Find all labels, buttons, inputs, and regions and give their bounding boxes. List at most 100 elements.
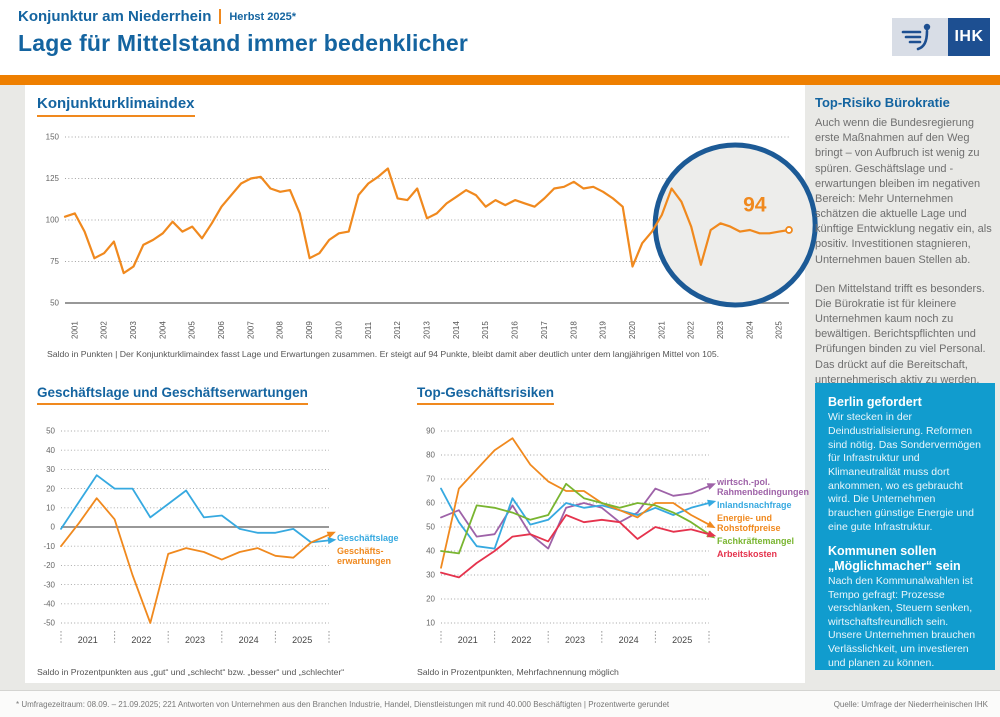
kicker-row: Konjunktur am Niederrhein Herbst 2025* — [18, 8, 296, 25]
svg-text:2010: 2010 — [334, 321, 343, 339]
svg-text:2024: 2024 — [239, 635, 259, 645]
svg-text:90: 90 — [426, 427, 435, 436]
ihk-logo-text: IHK — [948, 18, 990, 56]
svg-text:2022: 2022 — [687, 321, 696, 339]
svg-text:2021: 2021 — [458, 635, 478, 645]
svg-text:50: 50 — [426, 523, 435, 532]
svg-text:2023: 2023 — [185, 635, 205, 645]
lage-title: Geschäftslage und Geschäftserwartungen — [37, 385, 308, 405]
risiken-title: Top-Geschäftsrisiken — [417, 385, 555, 405]
accent-bar — [0, 75, 1000, 85]
sidebar-paragraph-1: Auch wenn die Bundesregierung erste Maßn… — [815, 117, 992, 266]
legend-item-inlandsnachfrage: Inlandsnachfrage — [717, 500, 792, 511]
sidebar-heading: Top-Risiko Bürokratie — [815, 95, 950, 110]
sidebar: Top-Risiko Bürokratie Auch wenn die Bund… — [815, 95, 995, 670]
svg-text:30: 30 — [46, 465, 55, 474]
svg-text:2004: 2004 — [158, 321, 167, 339]
klimaindex-caption: Saldo in Punkten | Der Konjunkturklimain… — [47, 349, 720, 359]
svg-text:2021: 2021 — [78, 635, 98, 645]
svg-text:20: 20 — [426, 595, 435, 604]
svg-text:2020: 2020 — [628, 321, 637, 339]
risiken-chart: 90 80 70 60 50 40 30 20 10 2021 2022 2023 2024 2025 — [426, 427, 717, 645]
page-title: Lage für Mittelstand immer bedenklicher — [18, 30, 469, 56]
risiken-chart-section: Top-Geschäftsrisiken 90 80 70 60 50 40 30 20 10 2… — [415, 385, 809, 681]
svg-text:2022: 2022 — [131, 635, 151, 645]
svg-text:40: 40 — [426, 547, 435, 556]
svg-text:125: 125 — [46, 174, 60, 183]
svg-text:-30: -30 — [43, 580, 55, 589]
svg-text:2007: 2007 — [246, 321, 255, 339]
svg-text:2019: 2019 — [599, 321, 608, 339]
winged-staff-icon — [901, 23, 931, 51]
svg-text:2014: 2014 — [452, 321, 461, 339]
svg-text:2017: 2017 — [540, 321, 549, 339]
legend-item-fachkraeftemangel: Fachkräftemangel — [717, 536, 795, 547]
risiken-legend: wirtsch.-pol. Rahmenbedingungen Inlandsn… — [717, 477, 809, 563]
svg-text:2003: 2003 — [129, 321, 138, 339]
legend-item-rahmenbedingungen: wirtsch.-pol. Rahmenbedingungen — [717, 477, 809, 498]
svg-text:2021: 2021 — [657, 321, 666, 339]
risiken-caption: Saldo in Prozentpunkten, Mehrfachnennung… — [417, 667, 619, 677]
svg-text:2025: 2025 — [672, 635, 692, 645]
svg-text:10: 10 — [426, 619, 435, 628]
svg-text:-20: -20 — [43, 561, 55, 570]
kicker-divider — [219, 9, 222, 24]
svg-text:75: 75 — [50, 257, 59, 266]
callout-box: Berlin gefordert Wir stecken in der Dein… — [815, 383, 995, 670]
svg-text:2024: 2024 — [619, 635, 639, 645]
lage-chart-section: Geschäftslage und Geschäftserwartungen 5… — [35, 385, 415, 681]
legend-item-energiepreise: Energie- und Rohstoffpreise — [717, 513, 781, 534]
svg-text:-40: -40 — [43, 600, 55, 609]
svg-text:2006: 2006 — [217, 321, 226, 339]
edition-label: Herbst 2025* — [229, 10, 297, 23]
svg-text:2008: 2008 — [276, 321, 285, 339]
svg-text:-10: -10 — [43, 542, 55, 551]
svg-text:10: 10 — [46, 504, 55, 513]
svg-text:50: 50 — [50, 299, 59, 308]
callout-text-kommunen: Nach den Kommunalwahlen ist Tempo gefrag… — [828, 574, 976, 669]
svg-text:2015: 2015 — [481, 321, 490, 339]
charts-panel: Konjunkturklimaindex 150 125 100 75 50 2001 20… — [25, 85, 818, 683]
legend-item-erwartungen: Geschäfts- erwartungen — [337, 546, 392, 567]
sidebar-paragraph-2: Den Mittelstand trifft es besonders. Die… — [815, 282, 986, 386]
footer: * Umfragezeitraum: 08.09. – 21.09.2025; … — [0, 690, 1000, 717]
legend-item-arbeitskosten: Arbeitskosten — [717, 549, 778, 560]
svg-text:40: 40 — [46, 446, 55, 455]
ihk-logo: IHK — [892, 18, 990, 56]
source-credit: Quelle: Umfrage der Niederrheinischen IH… — [833, 699, 988, 709]
klimaindex-title: Konjunkturklimaindex — [37, 95, 195, 117]
footnote: * Umfragezeitraum: 08.09. – 21.09.2025; … — [16, 699, 670, 709]
svg-text:2011: 2011 — [364, 321, 373, 339]
svg-text:2013: 2013 — [423, 321, 432, 339]
svg-text:94: 94 — [743, 194, 767, 217]
svg-text:50: 50 — [46, 427, 55, 436]
svg-text:20: 20 — [46, 484, 55, 493]
svg-text:70: 70 — [426, 475, 435, 484]
ihk-logo-mark-icon — [892, 18, 948, 56]
svg-text:100: 100 — [46, 216, 60, 225]
svg-text:2002: 2002 — [100, 321, 109, 339]
svg-text:2022: 2022 — [511, 635, 531, 645]
svg-text:-50: -50 — [43, 619, 55, 628]
svg-text:2009: 2009 — [305, 321, 314, 339]
lage-chart: 50 40 30 20 10 0 -10 -20 -30 -40 -50 2021 2022 2023 20… — [43, 427, 337, 645]
legend-item-geschaeftslage: Geschäftslage — [337, 533, 399, 543]
svg-text:80: 80 — [426, 451, 435, 460]
lage-caption: Saldo in Prozentpunkten aus „gut“ und „s… — [37, 667, 345, 677]
svg-text:2025: 2025 — [292, 635, 312, 645]
svg-text:2023: 2023 — [565, 635, 585, 645]
callout-heading-kommunen: Kommunen sollen „Möglichmacher“ sein — [828, 544, 961, 573]
lage-legend: Geschäftslage Geschäfts- erwartungen — [337, 533, 423, 569]
svg-text:2012: 2012 — [393, 321, 402, 339]
svg-text:2025: 2025 — [775, 321, 784, 339]
svg-text:2016: 2016 — [511, 321, 520, 339]
svg-text:2024: 2024 — [745, 321, 754, 339]
svg-text:150: 150 — [46, 133, 60, 142]
svg-text:60: 60 — [426, 499, 435, 508]
klimaindex-chart: 150 125 100 75 50 2001 2002 2003 2004 2005 2006 200… — [46, 133, 818, 339]
svg-text:2001: 2001 — [70, 321, 79, 339]
callout-heading-berlin: Berlin gefordert — [828, 395, 922, 409]
callout-text-berlin: Wir stecken in der Deindustrialisierung.… — [828, 411, 981, 533]
svg-text:2005: 2005 — [188, 321, 197, 339]
